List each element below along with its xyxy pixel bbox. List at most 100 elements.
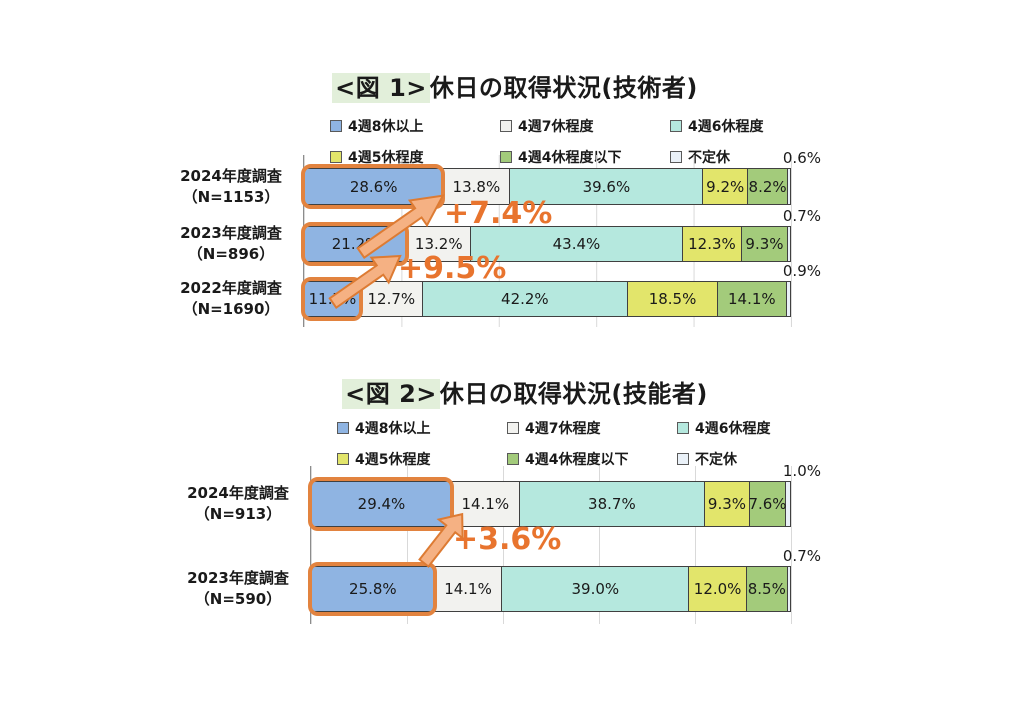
bar-segment: 12.0% — [689, 566, 747, 612]
legend-label: 4週6休程度 — [688, 119, 764, 135]
segment-value-label: 29.4% — [357, 495, 406, 513]
last-segment-value-label: 0.7% — [782, 207, 821, 225]
bar-segment: 12.3% — [682, 226, 743, 262]
stacked-bar: 25.8% 14.1% 39.0% 12.0% 8.5% — [308, 562, 792, 616]
legend-label: 4週6休程度 — [695, 421, 771, 437]
chart1-title: <図 1> 休日の取得状況(技術者) — [185, 68, 845, 103]
increase-annotation: +9.5% — [398, 251, 507, 286]
legend-item: 4週6休程度 — [670, 116, 800, 136]
legend-swatch-icon — [337, 453, 349, 465]
bar-segment: 8.5% — [746, 566, 788, 612]
stacked-bar: 28.6% 13.8% 39.6% 9.2% 8.2% — [301, 164, 791, 209]
legend-swatch-icon — [507, 453, 519, 465]
legend-label: 4週7休程度 — [525, 421, 601, 437]
bar-row: 2022年度調査（N=1690）11.7%12.7%42.2%18.5%14.1… — [180, 262, 821, 321]
bar-segment: 39.6% — [510, 168, 704, 205]
legend-label: 4週5休程度 — [355, 452, 431, 468]
row-label: 2023年度調査 （N=896） — [166, 223, 296, 265]
segment-value-label: 12.0% — [693, 580, 742, 598]
stacked-bar: 21.2% 13.2% 43.4% 12.3% 9.3% — [301, 222, 791, 266]
bar-row: 2024年度調査 （N=1153） 28.6% 13.8% 39.6% 9.2% 8.2% 0… — [180, 149, 821, 209]
row-label-line: 2024年度調査 — [187, 484, 289, 502]
segment-value-label: 42.2% — [501, 290, 549, 308]
bar-segment: 18.5% — [628, 281, 719, 317]
bar-segment: 14.1% — [718, 281, 787, 317]
legend-item: 4週7休程度 — [500, 116, 670, 136]
row-label-line: （N=896） — [187, 245, 275, 263]
segment-value-label: 13.8% — [452, 177, 501, 196]
segment-value-label: 39.6% — [582, 177, 631, 196]
segment-value-label: 39.0% — [571, 580, 620, 598]
bar-segment: 42.2% — [422, 281, 629, 317]
segment-value-label: 18.5% — [648, 290, 697, 308]
segment-value-label: 28.6% — [349, 177, 398, 196]
segment-value-label: 43.4% — [552, 235, 601, 253]
segment-value-label: 9.3% — [745, 235, 784, 253]
bar-segment: 39.0% — [502, 566, 690, 612]
legend-label: 4週7休程度 — [518, 119, 594, 135]
bar-segment: 13.8% — [443, 168, 511, 205]
legend-label: 4週8休以上 — [355, 421, 431, 437]
bar-segment: 12.7% — [360, 281, 423, 317]
chart1-title-text: 休日の取得状況(技術者) — [429, 74, 698, 102]
row-label: 2022年度調査 （N=1690） — [166, 278, 296, 320]
row-label-line: （N=913） — [194, 505, 282, 523]
bar-row: 2023年度調査 （N=896） 21.2% 13.2% 43.4% 12.3% 9.3% 0… — [180, 207, 821, 266]
segment-value-label: 8.2% — [748, 177, 787, 196]
row-label-line: 2022年度調査 — [180, 279, 282, 297]
bar-segment: 9.2% — [703, 168, 749, 205]
bar-segment: 25.8% — [308, 562, 437, 616]
chart2-legend: 4週8休以上 4週7休程度 4週6休程度 4週5休程度 4週4休程度以下 不定休 — [337, 418, 807, 469]
segment-value-label: 38.7% — [588, 495, 636, 513]
last-segment-value-label: 1.0% — [782, 462, 821, 480]
row-label-line: 2023年度調査 — [180, 224, 282, 242]
bar-row: 2024年度調査 （N=913） 29.4% 14.1% 38.7% 9.3% 7.6% 1.… — [187, 462, 821, 531]
bar-segment: 14.1% — [434, 566, 503, 612]
segment-value-label: 14.1% — [461, 495, 510, 513]
chart2-bars: 2024年度調査 （N=913） 29.4% 14.1% 38.7% 9.3% 7.6% 1.… — [187, 462, 821, 624]
stacked-bar: 29.4% 14.1% 38.7% 9.3% 7.6% — [308, 477, 791, 531]
segment-value-label: 12.3% — [688, 235, 736, 253]
chart2-title: <図 2> 休日の取得状況(技能者) — [195, 374, 855, 409]
bar-segment — [786, 281, 791, 317]
legend-swatch-icon — [677, 453, 689, 465]
legend-item: 4週8休以上 — [337, 418, 507, 438]
bar-segment — [788, 168, 791, 205]
row-label-line: （N=1690） — [182, 300, 280, 318]
bar-segment — [786, 481, 791, 527]
segment-value-label: 9.2% — [706, 177, 745, 196]
legend-item: 4週4休程度以下 — [507, 449, 677, 469]
legend-item: 4週7休程度 — [507, 418, 677, 438]
segment-value-label: 9.3% — [707, 495, 747, 513]
stacked-bar: 11.7%12.7%42.2%18.5%14.1% — [301, 277, 791, 321]
row-label-line: 2024年度調査 — [180, 166, 282, 185]
chart1-bars: 2024年度調査 （N=1153） 28.6% 13.8% 39.6% 9.2% 8.2% 0… — [180, 149, 821, 327]
segment-value-label: 14.1% — [444, 580, 492, 598]
segment-value-label: 25.8% — [349, 580, 397, 598]
legend-swatch-icon — [507, 422, 519, 434]
bar-segment: 43.4% — [471, 226, 683, 262]
legend-label: 不定休 — [695, 452, 737, 468]
row-label: 2024年度調査 （N=913） — [173, 483, 303, 525]
legend-swatch-icon — [330, 120, 342, 132]
legend-item: 4週8休以上 — [330, 116, 500, 136]
segment-value-label: 14.1% — [728, 290, 776, 308]
legend-swatch-icon — [500, 120, 512, 132]
bar-segment: 9.3% — [742, 226, 788, 262]
segment-value-label: 7.6% — [748, 495, 787, 513]
bar-segment: 29.4% — [308, 477, 454, 531]
bar-segment: 9.3% — [705, 481, 750, 527]
chart1-plot-area: 2024年度調査 （N=1153） 28.6% 13.8% 39.6% 9.2% 8.2% 0… — [180, 149, 821, 327]
bar-segment — [787, 226, 791, 262]
segment-value-label: 13.2% — [414, 235, 463, 253]
increase-annotation: +3.6% — [453, 522, 562, 557]
bar-segment — [787, 566, 792, 612]
chart2-plot-area: 2024年度調査 （N=913） 29.4% 14.1% 38.7% 9.3% 7.6% 1.… — [187, 462, 821, 624]
bar-row: 2023年度調査 （N=590） 25.8% 14.1% 39.0% 12.0% 8.5% 0… — [187, 547, 821, 616]
bar-segment: 7.6% — [748, 481, 787, 527]
last-segment-value-label: 0.9% — [782, 262, 821, 280]
legend-swatch-icon — [677, 422, 689, 434]
legend-label: 4週8休以上 — [348, 119, 424, 135]
increase-annotation: +7.4% — [444, 196, 553, 231]
legend-item: 4週5休程度 — [337, 449, 507, 469]
